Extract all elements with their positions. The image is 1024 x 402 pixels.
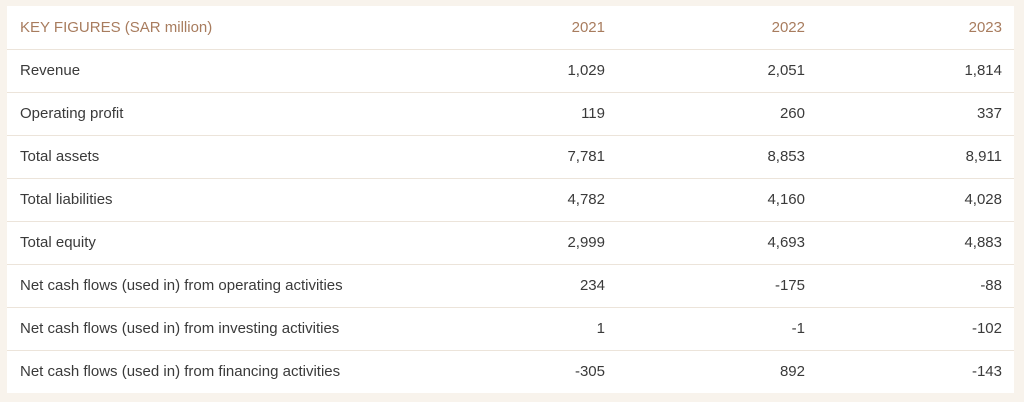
cell-value: 119 xyxy=(417,92,617,136)
cell-value: 2,051 xyxy=(617,49,817,93)
table-row: Revenue 1,029 2,051 1,814 xyxy=(7,49,1014,93)
cell-value: -175 xyxy=(617,264,817,308)
table-row: Total liabilities 4,782 4,160 4,028 xyxy=(7,178,1014,222)
cell-value: 4,883 xyxy=(817,221,1014,265)
cell-value: 7,781 xyxy=(417,135,617,179)
row-label: Total liabilities xyxy=(7,178,417,222)
table-row: Total equity 2,999 4,693 4,883 xyxy=(7,221,1014,265)
table-title: KEY FIGURES (SAR million) xyxy=(7,6,417,50)
cell-value: 8,853 xyxy=(617,135,817,179)
cell-value: 4,160 xyxy=(617,178,817,222)
cell-value: 4,028 xyxy=(817,178,1014,222)
cell-value: 1 xyxy=(417,307,617,351)
cell-value: -102 xyxy=(817,307,1014,351)
cell-value: 1,029 xyxy=(417,49,617,93)
table-row: Net cash flows (used in) from operating … xyxy=(7,264,1014,308)
table-header-row: KEY FIGURES (SAR million) 2021 2022 2023 xyxy=(7,6,1014,50)
cell-value: 4,782 xyxy=(417,178,617,222)
row-label: Total equity xyxy=(7,221,417,265)
cell-value: 234 xyxy=(417,264,617,308)
table-row: Operating profit 119 260 337 xyxy=(7,92,1014,136)
key-figures-table-container: KEY FIGURES (SAR million) 2021 2022 2023… xyxy=(7,6,1014,393)
cell-value: 8,911 xyxy=(817,135,1014,179)
row-label: Total assets xyxy=(7,135,417,179)
table-row: Total assets 7,781 8,853 8,911 xyxy=(7,135,1014,179)
table-row: Net cash flows (used in) from investing … xyxy=(7,307,1014,351)
row-label: Net cash flows (used in) from financing … xyxy=(20,363,341,381)
cell-value: -1 xyxy=(617,307,817,351)
column-header-year: 2021 xyxy=(417,6,617,50)
cell-value: -305 xyxy=(574,363,605,381)
cell-value: 892 xyxy=(779,363,805,381)
row-label: Operating profit xyxy=(7,92,417,136)
cell-value: 4,693 xyxy=(617,221,817,265)
key-figures-table: KEY FIGURES (SAR million) 2021 2022 2023… xyxy=(7,6,1014,393)
cell-value: -143 xyxy=(971,363,1002,381)
column-header-year: 2022 xyxy=(617,6,817,50)
column-header-year: 2023 xyxy=(817,6,1014,50)
row-label: Net cash flows (used in) from investing … xyxy=(7,307,417,351)
cell-value: 1,814 xyxy=(817,49,1014,93)
cell-value: 337 xyxy=(817,92,1014,136)
cell-value: 260 xyxy=(617,92,817,136)
row-label: Revenue xyxy=(7,49,417,93)
cell-value: 2,999 xyxy=(417,221,617,265)
row-label: Net cash flows (used in) from operating … xyxy=(7,264,417,308)
table-row: Net cash flows (used in) from financing … xyxy=(7,350,1014,393)
cell-value: -88 xyxy=(817,264,1014,308)
